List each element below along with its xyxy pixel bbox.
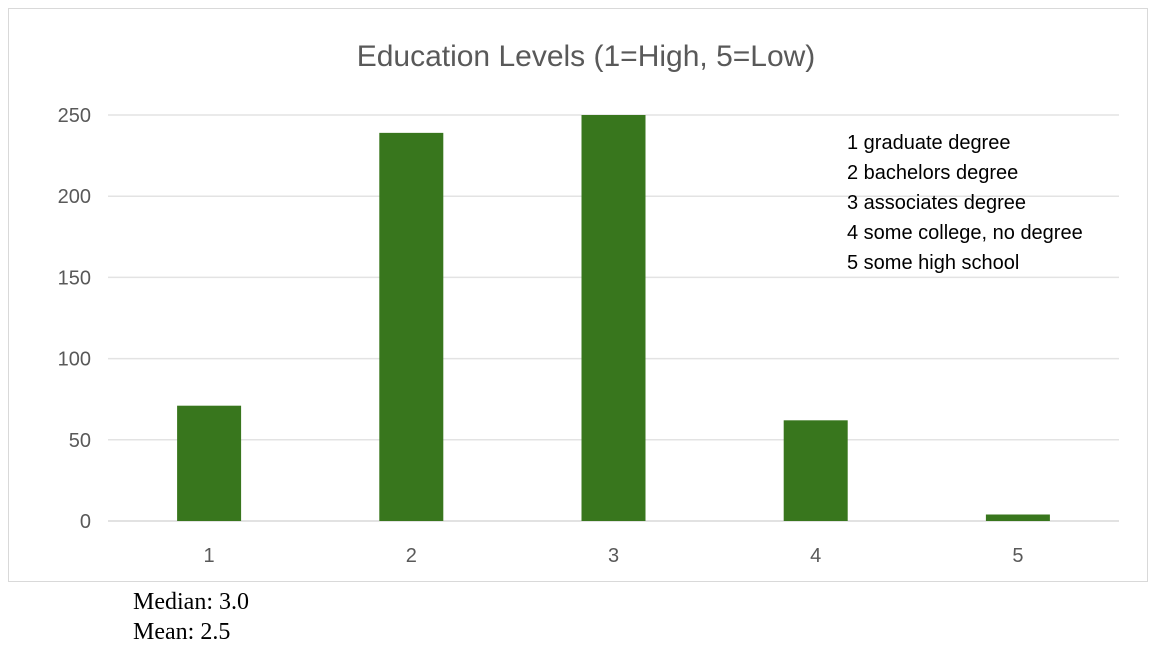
x-tick-label: 5 [1012, 545, 1023, 567]
y-tick-label: 250 [58, 105, 91, 127]
bar-4 [783, 420, 848, 521]
y-tick-label: 200 [58, 186, 91, 208]
chart-frame: 0 50 100 150 200 250 1 2 3 4 5 Education Levels (… [8, 8, 1148, 582]
x-tick-label: 1 [204, 545, 215, 567]
education-key-line: 1 graduate degree [847, 132, 1010, 154]
education-key-line: 5 some high school [847, 252, 1019, 274]
bar-3 [581, 115, 646, 521]
chart-svg: 0 50 100 150 200 250 1 2 3 4 5 Education Levels (… [58, 40, 1119, 567]
median-stat: Median: 3.0 [133, 589, 249, 615]
bar-5 [985, 514, 1050, 521]
x-axis-ticks: 1 2 3 4 5 [204, 545, 1024, 567]
bar-1 [177, 405, 242, 521]
education-key-line: 3 associates degree [847, 192, 1026, 214]
chart-title: Education Levels (1=High, 5=Low) [357, 40, 816, 73]
y-tick-label: 100 [58, 349, 91, 371]
y-tick-label: 150 [58, 267, 91, 289]
education-key-line: 2 bachelors degree [847, 162, 1018, 184]
y-axis-ticks: 0 50 100 150 200 250 [58, 105, 91, 533]
mean-stat: Mean: 2.5 [133, 619, 231, 645]
x-tick-label: 4 [810, 545, 821, 567]
y-tick-label: 50 [69, 430, 91, 452]
bar-2 [379, 132, 444, 521]
x-tick-label: 3 [608, 545, 619, 567]
education-key-line: 4 some college, no degree [847, 222, 1083, 244]
education-key: 1 graduate degree 2 bachelors degree 3 ass… [847, 132, 1083, 274]
y-tick-label: 0 [80, 511, 91, 533]
bars [177, 115, 1050, 521]
x-tick-label: 2 [406, 545, 417, 567]
